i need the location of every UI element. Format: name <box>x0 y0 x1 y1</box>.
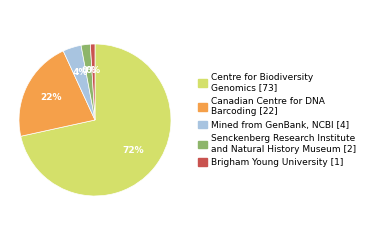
Text: 0%: 0% <box>81 66 97 75</box>
Wedge shape <box>81 44 95 120</box>
Text: 22%: 22% <box>40 94 62 102</box>
Text: 0%: 0% <box>86 66 101 75</box>
Text: 4%: 4% <box>72 68 88 78</box>
Text: 72%: 72% <box>123 146 144 156</box>
Wedge shape <box>90 44 95 120</box>
Legend: Centre for Biodiversity
Genomics [73], Canadian Centre for DNA
Barcoding [22], M: Centre for Biodiversity Genomics [73], C… <box>198 73 356 167</box>
Wedge shape <box>19 51 95 136</box>
Wedge shape <box>63 45 95 120</box>
Wedge shape <box>21 44 171 196</box>
